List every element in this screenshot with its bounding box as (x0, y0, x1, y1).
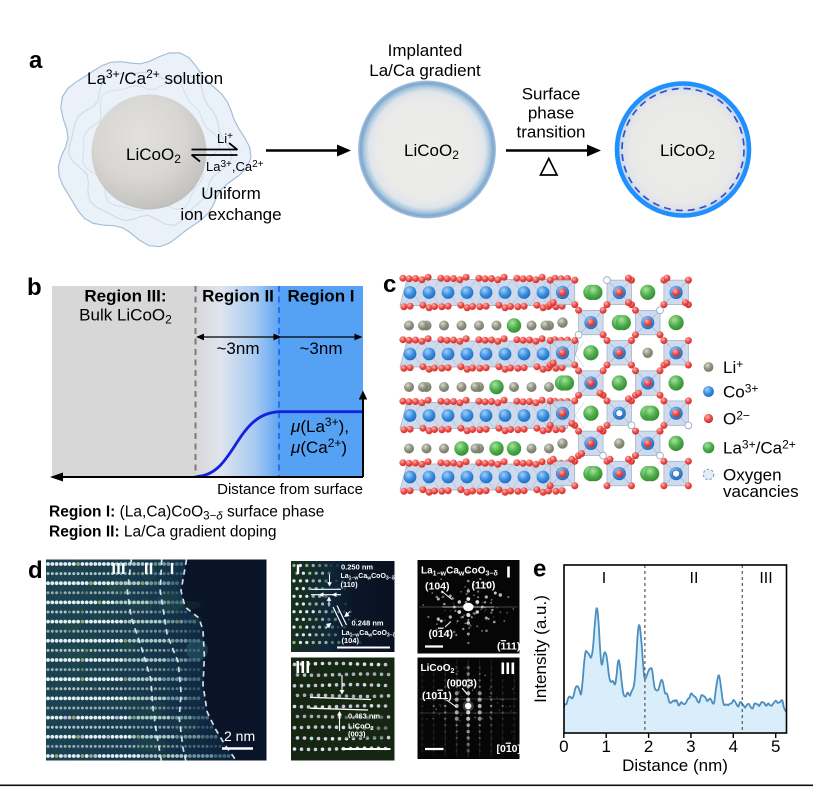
svg-text:2: 2 (644, 737, 653, 756)
svg-text:Intensity (a.u.): Intensity (a.u.) (531, 595, 550, 703)
svg-text:0.248 nm: 0.248 nm (352, 619, 384, 628)
svg-text:LiCoO2: LiCoO2 (348, 722, 374, 733)
svg-text:(003): (003) (348, 730, 366, 739)
svg-text:Region I: (La,Ca)CoO3−δ surfac: Region I: (La,Ca)CoO3−δ surface phase (49, 504, 324, 523)
svg-text:La1−wCawCoO3−δ: La1−wCawCoO3−δ (341, 573, 395, 582)
svg-text:LiCoO2: LiCoO2 (126, 145, 181, 166)
svg-text:Bulk LiCoO2: Bulk LiCoO2 (79, 306, 172, 327)
svg-text:5: 5 (771, 737, 780, 756)
svg-text:μ(La3+),: μ(La3+), (290, 415, 349, 436)
svg-text:1: 1 (601, 737, 610, 756)
svg-text:Surface: Surface (522, 85, 581, 104)
svg-text:Region II: La/Ca gradient dopi: Region II: La/Ca gradient doping (49, 524, 276, 541)
svg-text:Distance (nm): Distance (nm) (622, 756, 728, 775)
svg-text:vacancies: vacancies (723, 482, 799, 501)
svg-text:LiCoO2: LiCoO2 (421, 663, 455, 675)
svg-text:Oxygen: Oxygen (723, 466, 782, 485)
svg-text:2 nm: 2 nm (224, 728, 255, 744)
svg-text:La1−wCawCoO3−δ: La1−wCawCoO3−δ (342, 630, 396, 639)
svg-text:La3+/Ca2+: La3+/Ca2+ (723, 438, 796, 458)
svg-text:4: 4 (729, 737, 738, 756)
svg-text:Region III:: Region III: (84, 287, 166, 306)
svg-text:0.250 nm: 0.250 nm (341, 563, 373, 572)
svg-text:ion exchange: ion exchange (180, 205, 281, 224)
svg-text:Uniform: Uniform (201, 184, 261, 203)
svg-text:La3+,Ca2+: La3+,Ca2+ (206, 159, 264, 174)
svg-text:phase: phase (528, 104, 574, 123)
svg-text:0: 0 (559, 737, 568, 756)
svg-text:[010]: [010] (497, 743, 522, 755)
svg-text:b: b (27, 274, 42, 301)
svg-text:La/Ca gradient: La/Ca gradient (369, 61, 481, 80)
svg-text:(111): (111) (497, 641, 520, 653)
svg-text:(0003): (0003) (447, 678, 477, 690)
svg-text:d: d (28, 557, 43, 584)
svg-text:~3nm: ~3nm (300, 339, 343, 358)
svg-text:a: a (29, 47, 43, 74)
svg-text:Region II: Region II (202, 287, 274, 306)
svg-text:La3+/Ca2+ solution: La3+/Ca2+ solution (87, 67, 223, 88)
svg-text:(104): (104) (425, 581, 450, 593)
svg-text:(110): (110) (341, 580, 359, 589)
svg-text:(1011): (1011) (422, 690, 452, 702)
svg-text:LiCoO2: LiCoO2 (404, 141, 459, 162)
svg-text:Distance from surface: Distance from surface (217, 481, 363, 498)
svg-text:Implanted: Implanted (388, 41, 463, 60)
svg-text:(110): (110) (472, 580, 496, 592)
svg-text:e: e (533, 556, 546, 583)
svg-text:Co3+: Co3+ (723, 382, 758, 402)
svg-text:0.463 nm: 0.463 nm (348, 712, 380, 721)
svg-text:O2−: O2− (723, 409, 750, 429)
svg-text:III: III (759, 570, 772, 587)
svg-text:transition: transition (517, 123, 586, 142)
svg-text:II: II (690, 570, 699, 587)
svg-text:I: I (602, 570, 606, 587)
svg-text:Region I: Region I (287, 287, 354, 306)
svg-text:LiCoO2: LiCoO2 (660, 141, 715, 162)
svg-text:(014): (014) (429, 628, 454, 640)
svg-text:c: c (383, 271, 396, 298)
svg-text:(104): (104) (342, 636, 360, 645)
svg-text:3: 3 (686, 737, 695, 756)
svg-text:Li+: Li+ (723, 357, 743, 377)
svg-text:~3nm: ~3nm (217, 339, 260, 358)
